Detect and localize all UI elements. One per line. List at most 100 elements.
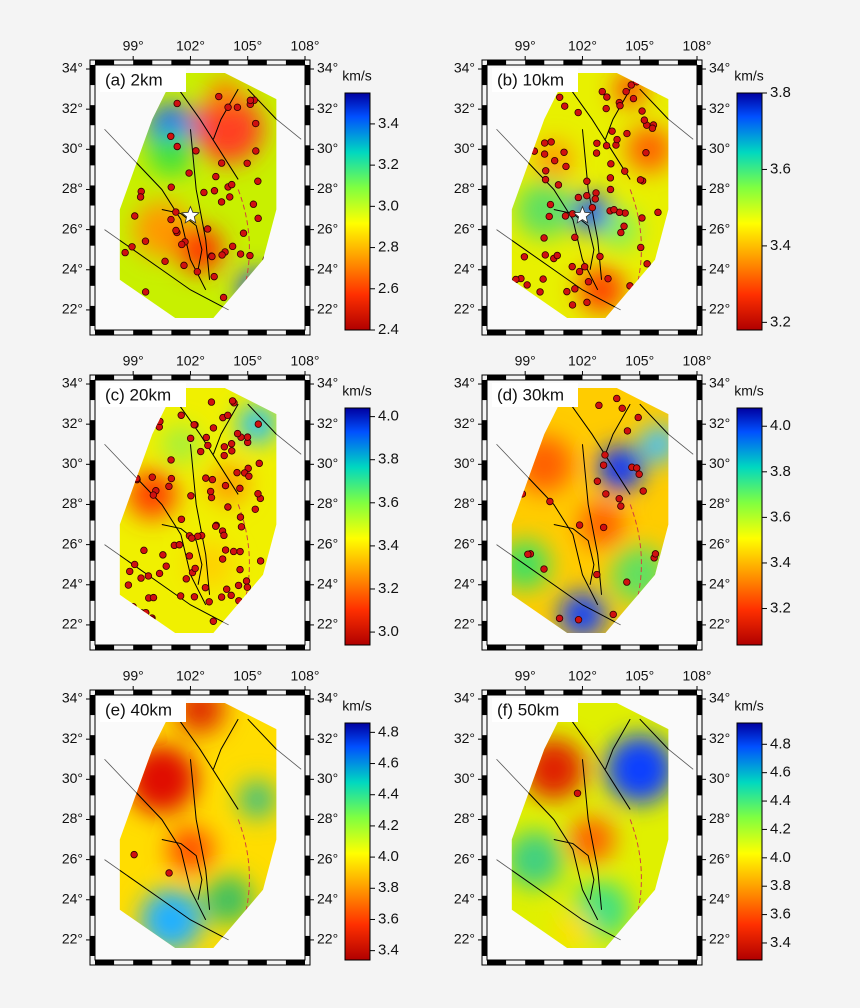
earthquake [573,789,582,797]
lat-tick-label: 30° [454,455,475,471]
lat-tick-label: 26° [62,220,83,236]
lat-tick-label: 22° [454,616,475,632]
frame-band [697,105,702,126]
earthquake [602,490,610,498]
earthquake [121,248,129,257]
earthquake [623,427,632,435]
lon-tick-label: 105° [233,353,262,369]
colorbar-tick-label: 4.8 [378,723,399,740]
panel-label: (e) 40km [105,700,172,719]
lat-tick-label: 34° [454,690,475,706]
earthquake [193,268,202,276]
frame-band [247,375,267,380]
lat-tick-label: 34° [317,690,338,706]
fault-line [581,759,603,910]
earthquake [217,159,226,167]
lat-tick-label: 28° [709,495,730,511]
earthquake [209,424,218,432]
frame-band [90,460,95,481]
frame-band [677,960,697,965]
earthquake [167,215,175,224]
frame-band [133,645,153,650]
frame-band [90,185,95,206]
earthquake [583,298,591,307]
frame-band [697,620,702,641]
frame-band [697,815,702,836]
colorbar-unit: km/s [734,698,764,714]
frame-band [95,960,115,965]
earthquake [172,226,180,235]
earthquake [592,149,601,157]
earthquake [209,617,218,625]
frame-band [209,330,229,335]
lat-tick-label: 22° [709,616,730,632]
frame-outline [94,64,306,331]
earthquake [221,481,230,490]
frame-outline [89,374,311,651]
map-panel: 99° 102° 105° 108° 22° 22° 24° 24° 26° 26° 28° 28° 3… [62,353,399,651]
frame-band [639,645,659,650]
earthquake [190,421,198,429]
earthquake [236,513,245,521]
frame-band [90,775,95,796]
earthquake [618,404,626,413]
earthquake [254,490,262,498]
frame-band [285,60,305,65]
earthquake [208,252,216,261]
earthquake [182,575,190,583]
frame-band [525,330,545,335]
colorbar-tick-label: 4.2 [378,817,399,834]
lat-tick-label: 26° [454,220,475,236]
panel-label: (d) 30km [497,385,564,404]
earthquake [540,139,549,147]
colorbar-tick-label: 3.0 [378,197,399,214]
frame-outline [94,379,306,646]
lat-tick-label: 22° [709,931,730,947]
earthquake [220,451,228,460]
lat-tick-label: 34° [709,690,730,706]
frame-band [305,105,310,126]
earthquake [561,102,569,110]
earthquake [131,212,139,220]
earthquake [245,472,253,480]
frame-band [247,690,267,695]
frame-outline [486,379,698,646]
frame-band [697,65,702,86]
earthquake [615,495,623,503]
frame-band [305,895,310,916]
earthquake [228,242,237,251]
velocity-anomaly [511,831,564,889]
earthquake [220,531,228,540]
fault-line [639,718,669,770]
velocity-anomaly [626,126,669,173]
earthquake [593,139,601,147]
earthquake [218,251,226,259]
lon-tick-label: 102° [176,38,205,54]
earthquake [541,175,550,184]
frame-band [133,690,153,695]
earthquake [176,592,185,600]
fault-line [639,88,669,140]
lat-tick-label: 24° [709,575,730,591]
frame-band [487,375,507,380]
earthquake [251,505,259,513]
frame-band [305,380,310,401]
lat-tick-label: 22° [62,616,83,632]
fault-line [562,78,631,180]
frame-band [697,225,702,246]
dashed-boundary [629,504,642,605]
earthquake [228,397,237,405]
frame-outline [486,64,698,331]
earthquake [545,212,553,221]
colorbar-tick-label: 4.0 [770,849,791,866]
earthquake [523,281,531,289]
fault-line [170,78,239,180]
frame-band [305,65,310,86]
colorbar-tick-label: 3.4 [770,554,791,571]
frame-band [305,580,310,601]
frame-band [563,960,583,965]
frame-band [171,690,191,695]
earthquake [124,581,133,589]
frame-band [90,620,95,641]
